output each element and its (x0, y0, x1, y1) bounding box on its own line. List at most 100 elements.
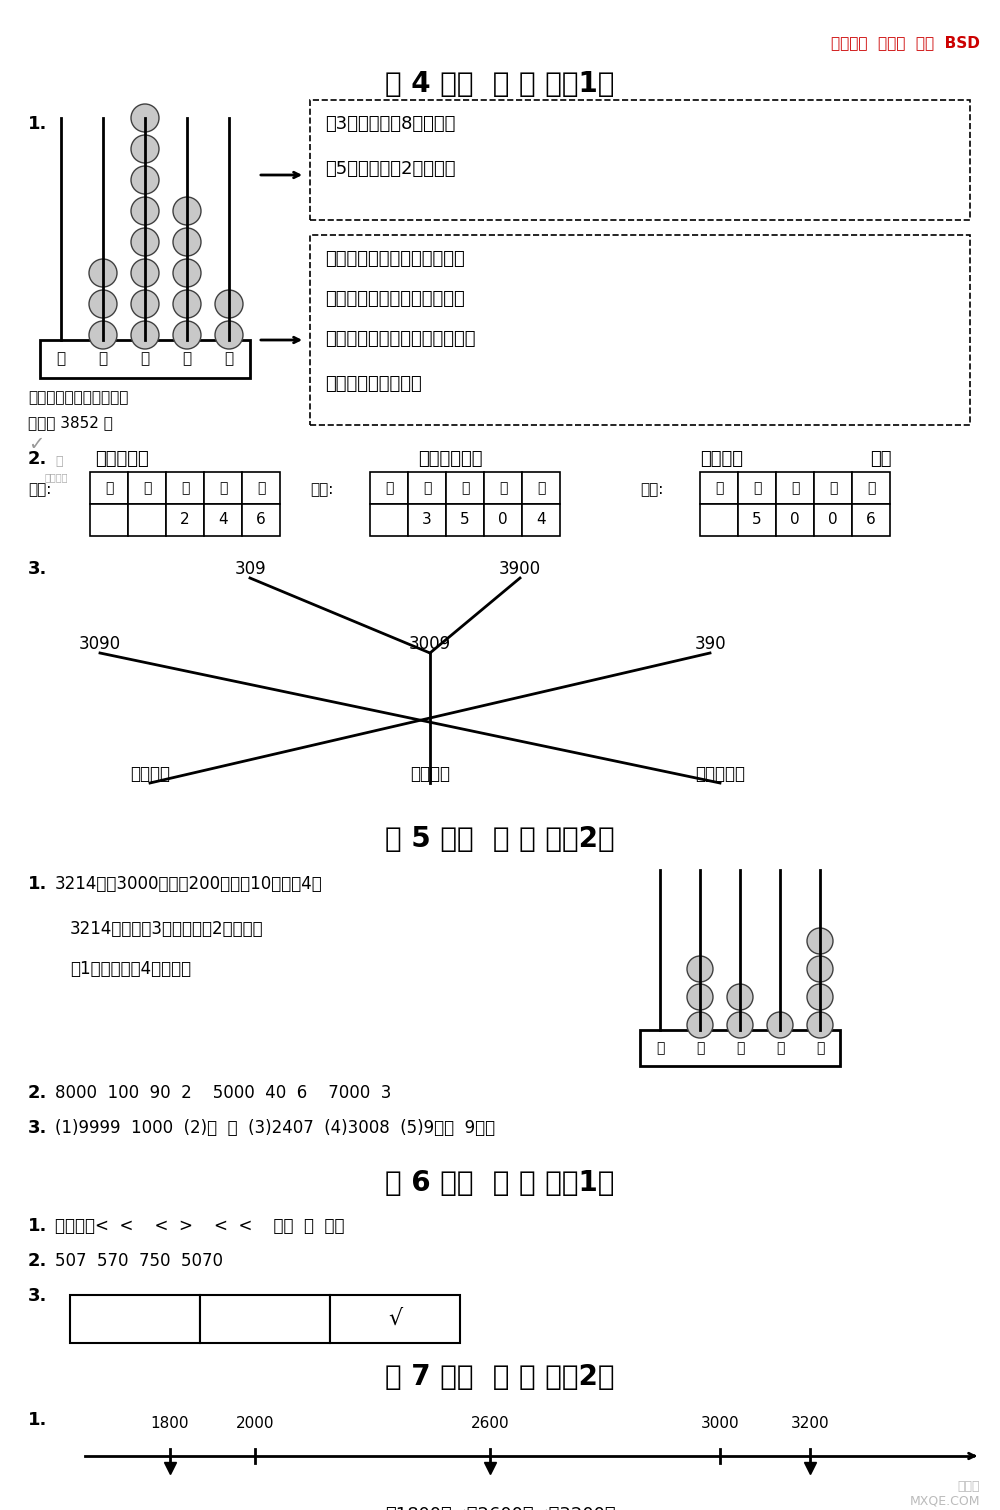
Circle shape (89, 260, 117, 287)
Text: 2.: 2. (28, 450, 47, 468)
Bar (70, 1296, 200, 1342)
Text: 三千零九十: 三千零九十 (695, 766, 745, 784)
Text: 十: 十 (499, 482, 507, 495)
Text: 2.: 2. (28, 1084, 47, 1102)
Text: 3009: 3009 (409, 636, 451, 652)
Text: 第 6 课时  比 一 比（1）: 第 6 课时 比 一 比（1） (385, 1169, 615, 1197)
Bar (90, 504, 128, 536)
Text: 0: 0 (828, 512, 838, 527)
Text: 万: 万 (715, 482, 723, 495)
Bar (814, 473, 852, 504)
Bar (700, 504, 738, 536)
Text: 8000  100  90  2    5000  40  6    7000  3: 8000 100 90 2 5000 40 6 7000 3 (55, 1084, 391, 1102)
Circle shape (687, 985, 713, 1010)
Bar (640, 1030, 840, 1066)
Bar (522, 473, 560, 504)
Text: 万: 万 (656, 1040, 664, 1055)
Circle shape (807, 929, 833, 954)
Bar (700, 473, 738, 504)
Bar (128, 504, 166, 536)
Circle shape (215, 290, 243, 319)
Text: 小学数学  二年级  下册  BSD: 小学数学 二年级 下册 BSD (831, 35, 980, 50)
Circle shape (807, 985, 833, 1010)
Text: 八八决对: 八八决对 (45, 473, 68, 482)
Text: 数位: 数位 (870, 450, 892, 468)
Text: 1.: 1. (28, 1217, 47, 1235)
Bar (522, 504, 560, 536)
Text: 3090: 3090 (79, 636, 121, 652)
Text: （百）位，第四位是（千）位，: （百）位，第四位是（千）位， (325, 331, 476, 347)
Text: 2000: 2000 (236, 1416, 274, 1431)
Text: 1.: 1. (28, 1410, 47, 1428)
Circle shape (173, 196, 201, 225)
Text: 1.: 1. (28, 115, 47, 133)
Text: 千: 千 (98, 352, 108, 367)
Bar (128, 473, 166, 504)
Text: 百: 百 (791, 482, 799, 495)
Text: 0: 0 (790, 512, 800, 527)
Bar (204, 473, 242, 504)
Text: 3.: 3. (28, 1287, 47, 1305)
Text: 1.: 1. (28, 874, 47, 892)
Text: 3900: 3900 (499, 560, 541, 578)
Text: 1800: 1800 (151, 1416, 189, 1431)
Text: （1）个十，（4）个一。: （1）个十，（4）个一。 (70, 960, 191, 978)
Text: 507  570  750  5070: 507 570 750 5070 (55, 1252, 223, 1270)
Text: 4: 4 (536, 512, 546, 527)
Circle shape (727, 1012, 753, 1037)
Bar (776, 473, 814, 504)
Circle shape (173, 260, 201, 287)
Text: 千: 千 (423, 482, 431, 495)
Text: 2600: 2600 (471, 1416, 509, 1431)
Circle shape (131, 104, 159, 131)
Circle shape (89, 290, 117, 319)
Text: 百: 百 (181, 482, 189, 495)
Text: 百: 百 (140, 352, 150, 367)
Bar (852, 504, 890, 536)
Bar (446, 504, 484, 536)
Text: （竖排）<  <    <  >    <  <    位数  大  最高: （竖排）< < < > < < 位数 大 最高 (55, 1217, 344, 1235)
Circle shape (727, 985, 753, 1010)
Text: 万: 万 (56, 352, 66, 367)
Circle shape (131, 134, 159, 163)
Bar (330, 1296, 460, 1342)
Text: 3200: 3200 (791, 1416, 829, 1431)
Text: （5）个十，（2）个一。: （5）个十，（2）个一。 (325, 160, 456, 178)
Text: 第 7 课时  比 一 比（2）: 第 7 课时 比 一 比（2） (385, 1364, 615, 1391)
Bar (200, 1296, 330, 1342)
Circle shape (173, 228, 201, 257)
Text: 三千零九: 三千零九 (410, 766, 450, 784)
Text: 0: 0 (498, 512, 508, 527)
Bar (446, 473, 484, 504)
Text: 从右起，第一位是（个）位，: 从右起，第一位是（个）位， (325, 251, 465, 267)
Text: 千: 千 (753, 482, 761, 495)
Text: 读作（三千八百五十二）: 读作（三千八百五十二） (28, 390, 128, 405)
Text: 对: 对 (55, 455, 62, 468)
Text: 390: 390 (694, 636, 726, 652)
Text: 写作:: 写作: (640, 482, 663, 497)
Circle shape (687, 1012, 713, 1037)
Text: 5: 5 (752, 512, 762, 527)
Text: 3.: 3. (28, 1119, 47, 1137)
Text: 6: 6 (256, 512, 266, 527)
Text: 千: 千 (143, 482, 151, 495)
Text: 第五位是（万）位。: 第五位是（万）位。 (325, 374, 422, 393)
Bar (310, 100, 970, 220)
Circle shape (173, 290, 201, 319)
Circle shape (131, 166, 159, 193)
Text: 十: 十 (182, 352, 192, 367)
Bar (408, 504, 446, 536)
Circle shape (807, 1012, 833, 1037)
Bar (852, 473, 890, 504)
Text: 答案圈
MXQE.COM: 答案圈 MXQE.COM (910, 1480, 980, 1508)
Text: 3214＝（3000）＋（200）＋（10）＋（4）: 3214＝（3000）＋（200）＋（10）＋（4） (55, 874, 323, 892)
Text: 三千五百零四: 三千五百零四 (418, 450, 482, 468)
Text: 百: 百 (736, 1040, 744, 1055)
Text: 2: 2 (180, 512, 190, 527)
Bar (166, 473, 204, 504)
Bar (242, 473, 280, 504)
Text: (1)9999  1000  (2)四  千  (3)2407  (4)3008  (5)9个百  9个一: (1)9999 1000 (2)四 千 (3)2407 (4)3008 (5)9… (55, 1119, 495, 1137)
Text: 个: 个 (816, 1040, 824, 1055)
Bar (242, 504, 280, 536)
Text: 写作（ 3852 ）: 写作（ 3852 ） (28, 415, 113, 430)
